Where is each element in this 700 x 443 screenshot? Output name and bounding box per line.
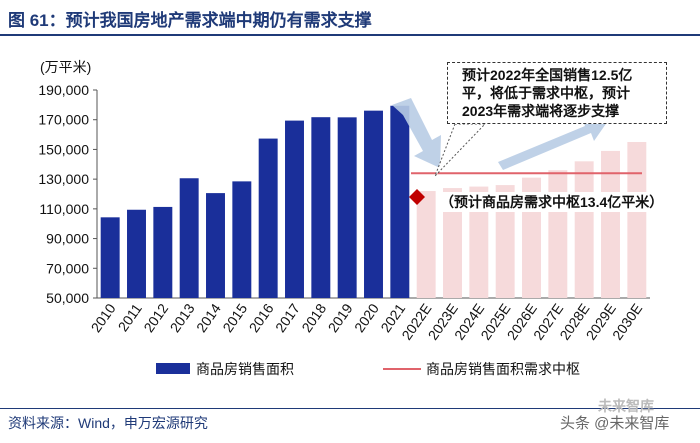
x-tick-label: 2012: [140, 300, 171, 335]
legend-swatch-pivot: [383, 368, 421, 370]
bar-actual-2012: [153, 206, 173, 298]
bar-forecast-2024E: [469, 186, 489, 298]
x-tick-label: 2017: [272, 300, 303, 335]
bar-actual-2013: [179, 178, 199, 298]
callout-line-3: 2023年需求端将逐步支撑: [462, 103, 620, 119]
x-tick-label: 2010: [88, 300, 119, 335]
estimate-marker: [409, 188, 425, 205]
bar-actual-2015: [232, 181, 252, 298]
bar-actual-2021: [390, 105, 410, 299]
bar-forecast-2030E: [627, 142, 647, 298]
legend-swatch-sales: [156, 363, 190, 374]
y-axis-label: (万平米): [40, 59, 91, 75]
callout-line-1: 预计2022年全国销售12.5亿: [462, 67, 633, 83]
y-tick-label: 130,000: [38, 171, 89, 187]
bar-forecast-2027E: [548, 170, 568, 298]
bar-forecast-2022E: [416, 191, 436, 298]
y-tick-label: 90,000: [46, 231, 89, 247]
y-tick-label: 110,000: [39, 201, 89, 217]
y-tick-label: 150,000: [38, 141, 89, 157]
x-tick-label: 2020: [351, 300, 382, 335]
x-tick-label: 2018: [298, 300, 329, 335]
bar-actual-2011: [127, 209, 146, 298]
x-tick-label: 2011: [115, 300, 145, 334]
bar-actual-2020: [364, 110, 383, 298]
bar-forecast-2029E: [601, 150, 620, 298]
bar-forecast-2028E: [574, 161, 594, 298]
down-arrow-icon: [392, 98, 441, 168]
y-tick-label: 170,000: [38, 112, 89, 128]
source-note: 资料来源：Wind，申万宏源研究: [8, 415, 208, 431]
bar-actual-2018: [311, 117, 331, 298]
y-tick-label: 70,000: [46, 260, 89, 276]
footer-divider: [0, 408, 700, 409]
bar-actual-2019: [337, 117, 357, 298]
x-tick-label: 2015: [219, 300, 250, 335]
bar-actual-2014: [206, 193, 225, 298]
bar-actual-2010: [100, 217, 120, 298]
bar-forecast-2023E: [443, 188, 462, 298]
bar-actual-2016: [258, 138, 278, 298]
callout-pointer: [434, 123, 487, 177]
legend-label-pivot: 商品房销售面积需求中枢: [426, 361, 580, 377]
y-tick-label: 190,000: [38, 82, 89, 98]
up-arrow-icon: [498, 116, 610, 170]
bar-forecast-2025E: [495, 185, 515, 298]
legend-label-sales: 商品房销售面积: [196, 361, 294, 377]
watermark-logo: 未来智库: [598, 398, 654, 414]
x-tick-label: 2014: [193, 300, 224, 335]
y-tick-label: 50,000: [46, 290, 89, 306]
x-tick-label: 2016: [246, 300, 277, 335]
callout-line-2: 平，将低于需求中枢，预计: [462, 85, 630, 101]
pivot-annotation: （预计商品房需求中枢13.4亿平米）: [440, 192, 664, 212]
watermark: 头条 @未来智库: [560, 415, 670, 432]
title-divider: [0, 34, 700, 36]
bar-actual-2017: [285, 120, 304, 298]
x-tick-label: 2019: [325, 300, 356, 335]
chart-title: 图 61：预计我国房地产需求端中期仍有需求支撑: [8, 11, 372, 30]
forecast-callout: 预计2022年全国销售12.5亿 平，将低于需求中枢，预计 2023年需求端将逐…: [447, 62, 667, 124]
x-tick-label: 2013: [167, 300, 198, 335]
